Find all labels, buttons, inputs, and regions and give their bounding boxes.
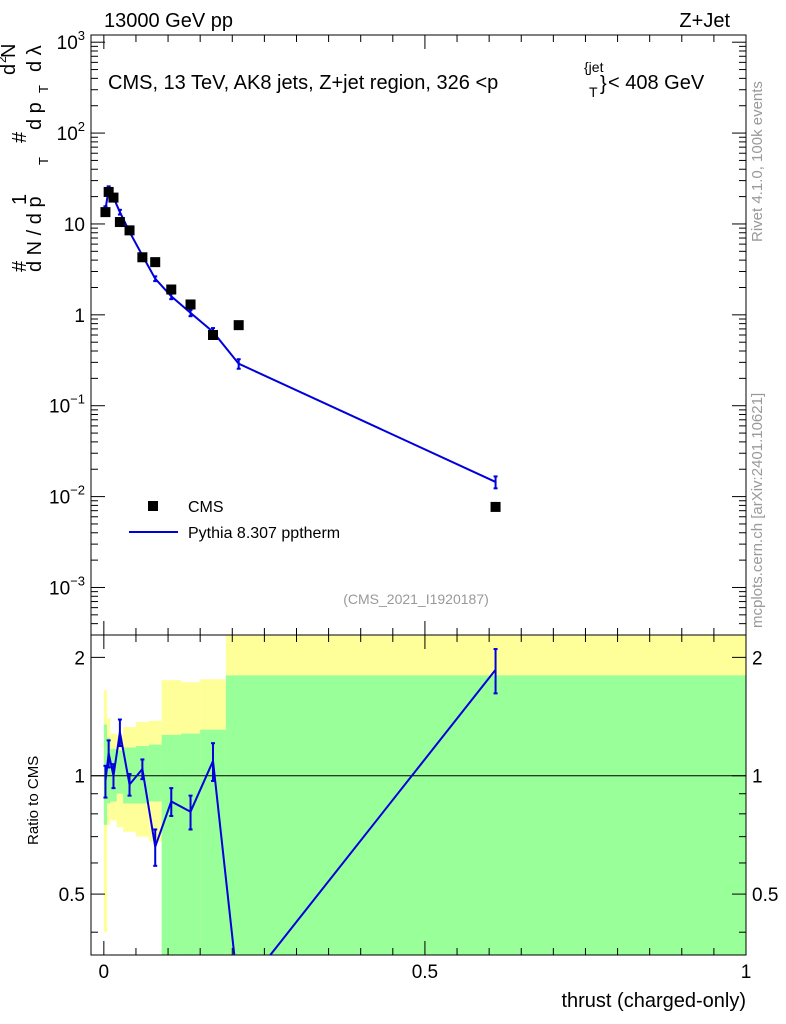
ratio-inner-band [161, 734, 181, 955]
rivet-credit: Rivet 4.1.0, 100k events [749, 81, 766, 242]
header-right: Z+Jet [679, 10, 730, 32]
ratio-y-tick-label-right: 1 [752, 767, 763, 788]
cms-data-point [166, 284, 177, 295]
cms-data-point [124, 225, 135, 236]
cms-data-point [490, 501, 501, 512]
x-tick-label: 0 [99, 962, 110, 983]
legend-mc-label: Pythia 8.307 pptherm [188, 525, 340, 542]
cms-data-point [108, 192, 119, 203]
ylabel-hash-top: # [9, 131, 31, 143]
cms-data-point [185, 299, 196, 310]
ratio-y-tick-label: 1 [74, 767, 85, 788]
legend-cms-label: CMS [188, 499, 224, 516]
main-ylabel: # 1 d N / d p T # d 2 N d p T d λ [0, 44, 51, 272]
ratio-plot: 0.5 0.5 1 1 2 2 0 0.5 1 [59, 634, 778, 983]
x-tick-label: 0.5 [412, 962, 438, 983]
ratio-bands [103, 635, 746, 955]
ratio-y-tick-label: 2 [74, 648, 85, 669]
ratio-line-group [103, 648, 498, 955]
ratio-inner-band [116, 750, 124, 794]
analysis-label: (CMS_2021_I1920187) [343, 591, 489, 607]
ratio-y-tick-label-right: 2 [752, 648, 763, 669]
x-axis-label: thrust (charged-only) [561, 990, 746, 1012]
cms-data-point [233, 320, 244, 331]
mcplots-credit: mcplots.cern.ch [arXiv:2401.10621] [749, 393, 766, 628]
legend: CMS Pythia 8.307 pptherm [129, 499, 340, 542]
plot-title-sup-close: } [600, 73, 607, 95]
cms-data-point [103, 186, 114, 197]
ratio-y-tick-label-right: 0.5 [752, 885, 778, 906]
ratio-inner-band [180, 733, 201, 955]
plot-title-sup: {jet [584, 59, 604, 75]
legend-cms-marker [148, 501, 158, 511]
y-tick-label: 10 [64, 215, 85, 236]
y-tick-label: 1 [74, 306, 85, 327]
cms-data-point [137, 252, 148, 263]
ratio-ylabel: Ratio to CMS [25, 756, 42, 845]
plot-title-suffix: < 408 GeV [608, 72, 705, 94]
y-tick-label: 10−2 [49, 483, 85, 509]
ratio-inner-band [251, 675, 746, 955]
ylabel-one: 1 [9, 194, 31, 205]
ylabel-dn-dpt: d N / d p [24, 196, 46, 272]
ylabel-hash-left: # [9, 260, 31, 272]
main-frame [90, 34, 747, 636]
ylabel-dpt-sub: T [36, 157, 51, 165]
y-tick-label: 10−3 [49, 573, 85, 599]
plot-title-sub: T [589, 84, 598, 100]
ylabel-dpt-bottom-sub: T [36, 85, 51, 93]
y-tick-label: 102 [57, 119, 85, 145]
mc-line [104, 186, 496, 483]
ylabel-dlambda: d λ [24, 45, 46, 72]
ylabel-num-N: N [0, 44, 20, 58]
cms-data-point [150, 257, 161, 268]
x-tick-label: 1 [741, 962, 752, 983]
plot-title-prefix: CMS, 13 TeV, AK8 jets, Z+jet region, 326… [108, 72, 487, 94]
header-left: 13000 GeV pp [104, 10, 233, 32]
ratio-inner-band [107, 737, 111, 804]
y-tick-label: 103 [57, 28, 85, 54]
cms-data-point [100, 207, 111, 218]
ratio-frame [90, 634, 747, 956]
y-tick-label: 10−1 [49, 392, 85, 418]
ylabel-num-sup: 2 [0, 56, 9, 63]
ratio-y-tick-label: 0.5 [59, 885, 85, 906]
ylabel-num-d: d [0, 64, 20, 75]
cms-data-point [114, 217, 125, 228]
plot-title: CMS, 13 TeV, AK8 jets, Z+jet region, 326… [108, 72, 498, 94]
main-plot-marks [100, 185, 501, 512]
ratio-inner-band [148, 744, 162, 802]
plot-title-var: p [487, 72, 498, 94]
ylabel-dpt-bottom: d p [24, 102, 46, 130]
cms-data-point [208, 330, 219, 340]
